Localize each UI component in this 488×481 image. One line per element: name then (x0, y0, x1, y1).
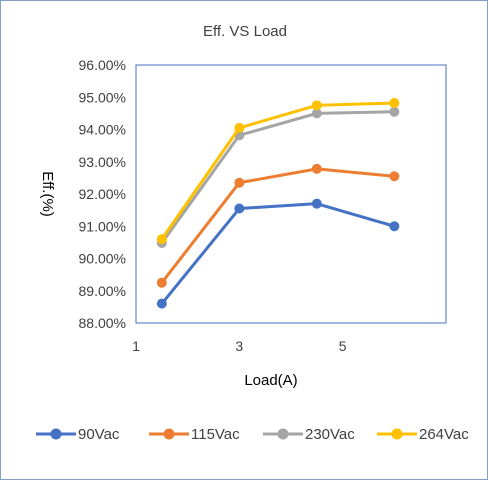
legend-marker (391, 428, 403, 440)
series-group (156, 98, 400, 309)
y-tick-label: 89.00% (79, 283, 126, 299)
chart-title: Eff. VS Load (203, 23, 287, 40)
legend-marker (163, 428, 175, 440)
legend-item-90vac: 90Vac (36, 426, 120, 443)
series-line (160, 167, 395, 284)
y-tick-label: 90.00% (79, 251, 126, 267)
series-264vac (156, 98, 400, 245)
legend: 90Vac 115Vac 230Vac 264Vac (36, 426, 469, 443)
series-90vac (156, 198, 400, 309)
series-115vac (156, 163, 400, 288)
series-line (160, 101, 395, 241)
data-point (389, 221, 400, 232)
data-point (389, 98, 400, 109)
y-tick-label: 88.00% (79, 315, 126, 331)
y-tick-label: 92.00% (79, 186, 126, 202)
series-line (160, 110, 395, 244)
y-tick-label: 96.00% (79, 57, 126, 73)
x-tick-label: 5 (339, 338, 347, 354)
data-point (389, 106, 400, 117)
data-point (234, 122, 245, 133)
data-point (156, 234, 167, 245)
data-point (311, 108, 322, 119)
y-tick-label: 94.00% (79, 122, 126, 138)
data-point (156, 277, 167, 288)
x-axis-ticks: 1 3 5 (132, 338, 347, 354)
legend-marker (277, 428, 289, 440)
series-230vac (156, 106, 400, 249)
data-point (311, 198, 322, 209)
legend-item-230vac: 230Vac (263, 426, 355, 443)
y-tick-label: 93.00% (79, 154, 126, 170)
data-point (389, 171, 400, 182)
x-axis-title: Load(A) (244, 372, 297, 389)
legend-label: 264Vac (419, 426, 469, 443)
legend-label: 115Vac (191, 426, 240, 443)
y-tick-label: 91.00% (79, 218, 126, 234)
y-axis-title: Eff.(%) (39, 171, 56, 217)
data-point (311, 100, 322, 111)
data-point (311, 163, 322, 174)
legend-item-264vac: 264Vac (377, 426, 469, 443)
x-tick-label: 1 (132, 338, 140, 354)
x-tick-label: 3 (235, 338, 243, 354)
data-point (234, 203, 245, 214)
legend-marker (50, 428, 62, 440)
legend-label: 90Vac (78, 426, 120, 443)
data-point (156, 298, 167, 309)
y-axis-ticks: 88.00% 89.00% 90.00% 91.00% 92.00% 93.00% 94.0… (79, 57, 126, 331)
legend-label: 230Vac (305, 426, 355, 443)
legend-item-115vac: 115Vac (149, 426, 240, 443)
plot-area (135, 64, 447, 324)
series-line (160, 202, 395, 305)
data-point (234, 177, 245, 188)
y-tick-label: 95.00% (79, 89, 126, 105)
